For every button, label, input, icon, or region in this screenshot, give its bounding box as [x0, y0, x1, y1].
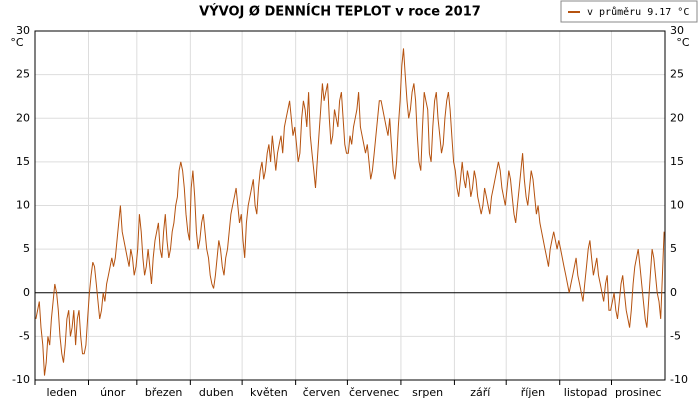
x-tick-label: srpen	[412, 386, 443, 399]
chart-title: VÝVOJ Ø DENNÍCH TEPLOT v roce 2017	[199, 4, 481, 20]
x-tick-label: červenec	[349, 386, 399, 399]
x-tick-label: říjen	[521, 386, 545, 399]
y-tick-label: 0	[23, 286, 30, 299]
y-tick-label: 20	[16, 111, 30, 124]
y-tick-label-right: 5	[670, 242, 677, 255]
y-tick-label: 15	[16, 155, 30, 168]
y-tick-label-right: 10	[670, 199, 684, 212]
legend-label: v průměru 9.17 °C	[587, 6, 689, 18]
plot-frame	[34, 30, 666, 381]
y-tick-label: -5	[19, 329, 30, 342]
x-tick-label: listopad	[564, 386, 608, 399]
y-tick-label-right: 30	[670, 24, 684, 37]
x-tick-label: září	[470, 386, 491, 399]
y-unit: °C	[10, 36, 24, 49]
data-line	[35, 48, 665, 376]
y-tick-label-right: -10	[670, 373, 688, 386]
legend-box	[560, 0, 698, 23]
x-tick-label: březen	[145, 386, 183, 399]
x-tick-label: květen	[250, 386, 288, 399]
y-tick-label: -10	[12, 373, 30, 386]
y-tick-label: 5	[23, 242, 30, 255]
y-tick-label: 30	[16, 24, 30, 37]
x-tick-label: prosinec	[615, 386, 662, 399]
y-tick-label-right: 15	[670, 155, 684, 168]
y-tick-label: 25	[16, 68, 30, 81]
x-tick-label: červen	[303, 386, 341, 399]
y-tick-label-right: -5	[670, 329, 681, 342]
y-unit-right: °C	[676, 36, 690, 49]
y-tick-label: 10	[16, 199, 30, 212]
x-tick-label: leden	[46, 386, 77, 399]
y-tick-label-right: 0	[670, 286, 677, 299]
y-tick-label-right: 25	[670, 68, 684, 81]
x-tick-label: únor	[100, 386, 126, 399]
x-tick-label: duben	[199, 386, 234, 399]
y-tick-label-right: 20	[670, 111, 684, 124]
